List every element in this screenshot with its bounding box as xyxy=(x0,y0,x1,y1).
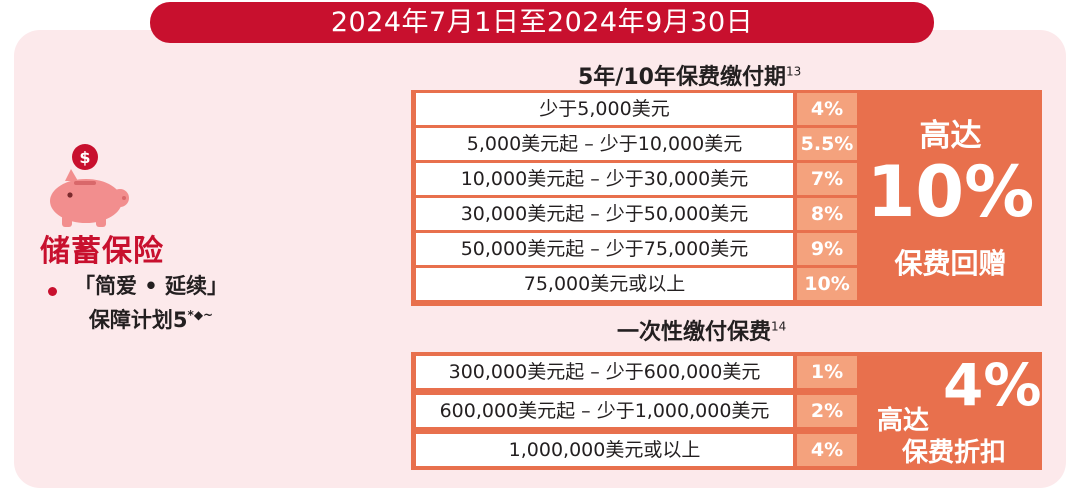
highlight-discount-value: 4% xyxy=(943,351,1042,419)
promo-period-banner: 2024年7月1日至2024年9月30日 xyxy=(150,2,934,43)
tier-range: 5,000美元起 – 少于10,000美元 xyxy=(416,128,793,160)
tier-range: 1,000,000美元或以上 xyxy=(416,434,793,466)
tier-range: 50,000美元起 – 少于75,000美元 xyxy=(416,233,793,265)
installment-rate-table: 少于5,000美元 4% 5,000美元起 – 少于10,000美元 5.5% … xyxy=(411,90,1042,306)
plan-name: 「简爱 • 延续」 保障计划5*◆~ xyxy=(74,272,228,335)
tier-range: 30,000美元起 – 少于50,000美元 xyxy=(416,198,793,230)
product-title: 储蓄保险 xyxy=(40,234,164,269)
bullet-dot xyxy=(48,287,57,296)
piggy-bank-icon: $ xyxy=(50,144,129,227)
tier-rate: 7% xyxy=(797,163,857,195)
dollar-coin-icon: $ xyxy=(72,144,98,170)
tier-rate: 1% xyxy=(797,356,857,388)
single-premium-rate-table: 300,000美元起 – 少于600,000美元 1% 600,000美元起 –… xyxy=(411,351,1042,470)
tier-rate: 4% xyxy=(797,434,857,466)
tier-rate: 10% xyxy=(797,268,857,300)
tier-rate: 8% xyxy=(797,198,857,230)
highlight-rebate-value: 10% xyxy=(866,151,1035,233)
highlight-label: 保费回赠 xyxy=(894,247,1007,280)
plan-note-marks: *◆~ xyxy=(187,308,214,322)
installment-footnote: 13 xyxy=(785,64,802,79)
plan-name-line1: 「简爱 • 延续」 xyxy=(74,274,229,298)
highlight-prefix: 高达 xyxy=(919,118,982,154)
tier-rate: 9% xyxy=(797,233,857,265)
tier-rate: 2% xyxy=(797,395,857,427)
highlight-label: 保费折扣 xyxy=(901,438,1006,468)
tier-rate: 4% xyxy=(797,93,857,125)
tier-range: 600,000美元起 – 少于1,000,000美元 xyxy=(416,395,793,427)
tier-range: 75,000美元或以上 xyxy=(416,268,793,300)
svg-text:$: $ xyxy=(79,148,90,167)
single-premium-section-title: 一次性缴付保费14 xyxy=(617,319,787,345)
highlight-prefix: 高达 xyxy=(877,406,930,436)
single-premium-footnote: 14 xyxy=(771,319,787,334)
tier-range: 10,000美元起 – 少于30,000美元 xyxy=(416,163,793,195)
tier-range: 少于5,000美元 xyxy=(416,93,793,125)
tier-rate: 5.5% xyxy=(797,128,857,160)
installment-section-title: 5年/10年保费缴付期13 xyxy=(578,64,802,90)
plan-name-line2: 保障计划5*◆~ xyxy=(88,308,214,332)
tier-range: 300,000美元起 – 少于600,000美元 xyxy=(416,356,793,388)
